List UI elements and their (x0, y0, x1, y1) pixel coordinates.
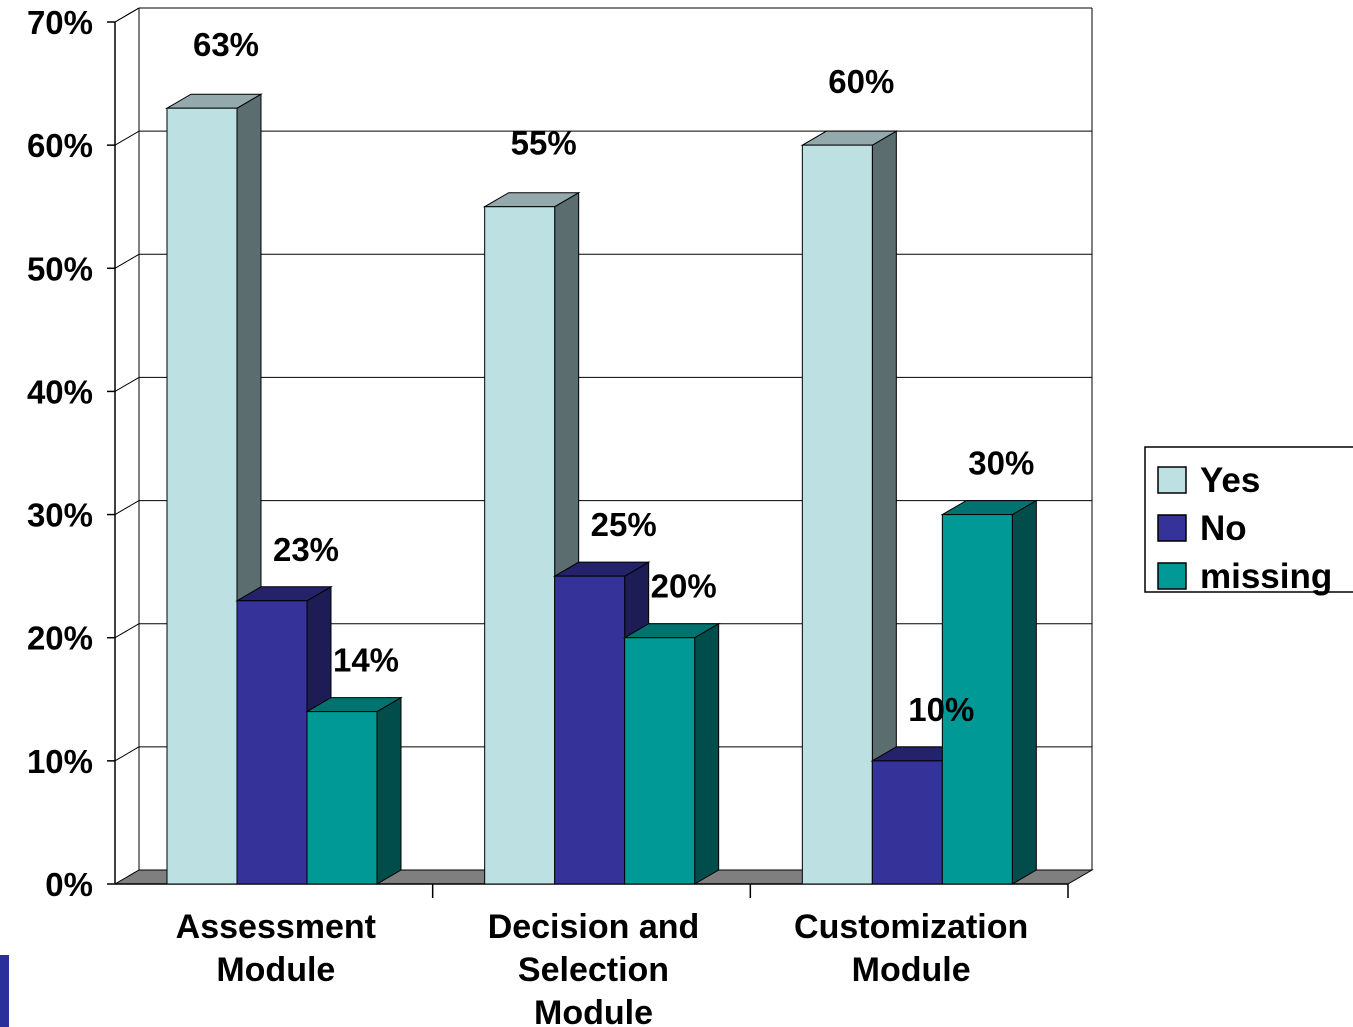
bar-side (376, 696, 402, 885)
legend-entry: No (1200, 509, 1247, 548)
bar-front (236, 600, 308, 885)
gridline-depth (114, 376, 140, 392)
y-tick-label: 0% (45, 866, 93, 903)
category-label: Assessment (176, 908, 376, 946)
y-axis-top-depth (114, 7, 140, 23)
category-label: Decision and (488, 908, 700, 946)
legend-entry: missing (1200, 557, 1332, 596)
data-label: 55% (511, 125, 577, 162)
y-tick-label: 50% (27, 250, 93, 287)
category-label: Module (534, 994, 653, 1027)
logo-fragment (0, 955, 9, 1027)
data-label: 25% (591, 506, 657, 543)
y-tick-label: 10% (27, 743, 93, 780)
y-tick-label: 60% (27, 127, 93, 164)
bar-front (941, 514, 1013, 885)
data-label: 20% (651, 568, 717, 605)
category-label: Customization (794, 908, 1028, 946)
bar-side (1011, 499, 1037, 885)
gridline-depth (114, 500, 140, 516)
category-label: Module (852, 951, 971, 989)
bar (622, 622, 721, 885)
legend-entry: Yes (1200, 461, 1260, 500)
gridline-depth (114, 130, 140, 146)
y-tick-label: 70% (27, 4, 93, 41)
bar-front (871, 760, 943, 885)
bar-front (306, 711, 378, 885)
bar-side (694, 622, 720, 885)
category-label: Selection (518, 951, 669, 989)
y-tick-label: 40% (27, 373, 93, 410)
data-label: 60% (828, 63, 894, 100)
data-label: 14% (333, 642, 399, 679)
bar (800, 130, 899, 885)
legend-swatch (1157, 562, 1187, 590)
bar-front (554, 575, 626, 885)
y-axis-tick-labels: 0% 10% 20% 30% 40% 50% 60% 70% (27, 4, 93, 903)
legend-swatch (1157, 466, 1187, 494)
bar-front (166, 107, 238, 885)
bars (165, 93, 1039, 885)
gridline-depth (114, 623, 140, 639)
y-tick-label: 20% (27, 620, 93, 657)
legend-swatch (1157, 514, 1187, 542)
data-label: 10% (908, 691, 974, 728)
legend: Yes No missing (1144, 446, 1353, 596)
y-tick-label: 30% (27, 497, 93, 534)
bar-front (484, 206, 556, 885)
gridline-depth (114, 253, 140, 269)
data-labels: 63% 23% 14% 55% 25% 20% 60% 10% 30% (193, 26, 1034, 728)
category-labels: Assessment Module Decision and Selection Mod… (176, 908, 1029, 1027)
category-label: Module (216, 951, 335, 989)
bar (940, 499, 1039, 885)
data-label: 63% (193, 26, 259, 63)
gridline-depth (114, 746, 140, 762)
data-label: 23% (273, 531, 339, 568)
bar-front (801, 144, 873, 885)
bar-front (624, 637, 696, 885)
bar (305, 696, 403, 885)
data-label: 30% (968, 445, 1034, 482)
